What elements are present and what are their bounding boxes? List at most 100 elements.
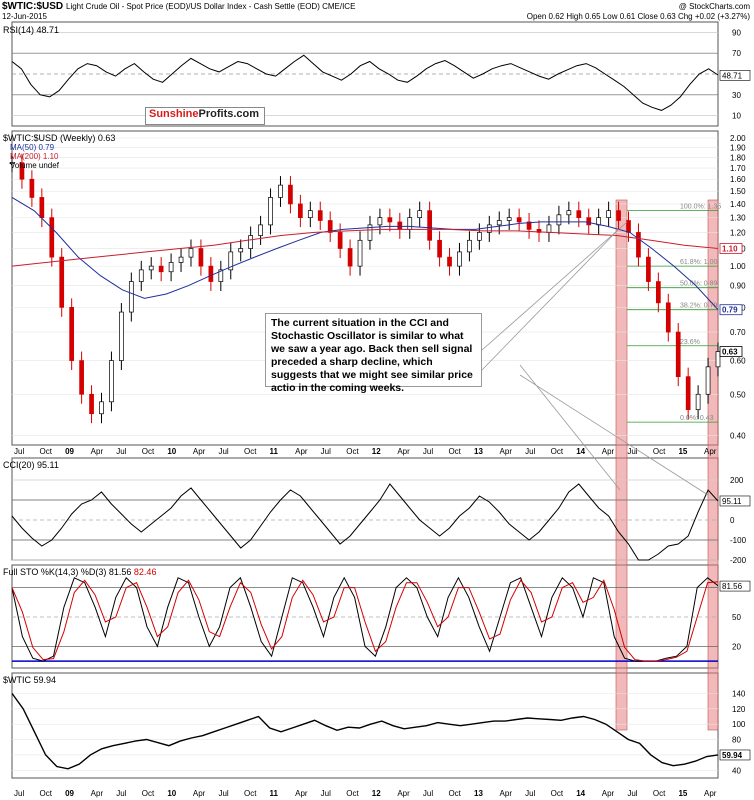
cci-last-value: 95.11 <box>722 497 742 506</box>
x-tick-label: Oct <box>448 447 461 456</box>
x-tick-label: Jul <box>423 447 433 456</box>
price-candle-body <box>307 210 313 218</box>
price-candle-body <box>357 239 363 267</box>
highlight-band <box>615 199 628 731</box>
fib-level-label: 38.2%: 0.79 <box>680 303 717 310</box>
x-tick-label: 10 <box>167 447 176 456</box>
cci-tick-label: -200 <box>730 556 747 565</box>
price-candle-body <box>158 265 164 273</box>
x-tick-label: Apr <box>704 447 717 456</box>
x-tick-label: Oct <box>40 447 53 456</box>
wtic-tick-label: 100 <box>732 720 746 729</box>
quote-line: Open 0.62 High 0.65 Low 0.61 Close 0.63 … <box>526 12 750 21</box>
wtic-tick-label: 80 <box>732 736 741 745</box>
rsi-tick-label: 10 <box>732 112 741 121</box>
x-tick-label-bottom: Jul <box>14 789 24 798</box>
sto-d-line <box>11 579 719 662</box>
cci-tick-label: 0 <box>730 516 735 525</box>
sto-k-value: 81.56 <box>108 567 132 577</box>
callout-pointer-upper <box>481 221 628 371</box>
annotation-callout: The current situation in the CCI and Sto… <box>265 313 482 394</box>
sto-d-value: 82.46 <box>133 567 157 577</box>
ma200-value-box <box>719 243 743 254</box>
x-tick-label-bottom: Jul <box>116 789 126 798</box>
price-candle-body <box>29 178 35 198</box>
price-candle-body <box>198 248 204 267</box>
x-tick-label-bottom: Oct <box>653 789 666 798</box>
x-tick-label: Apr <box>397 447 410 456</box>
x-tick-label-bottom: Oct <box>448 789 461 798</box>
ma50-label: MA(50) 0.79 <box>10 143 55 152</box>
price-candle-body <box>188 248 194 258</box>
x-tick-label: Apr <box>295 447 308 456</box>
price-candle-body <box>665 302 671 333</box>
x-tick-label: Oct <box>142 447 155 456</box>
sto-tick-label: 50 <box>732 613 741 622</box>
price-candle-body <box>327 220 333 233</box>
price-candle-body <box>477 232 482 241</box>
price-tick-label: 1.30 <box>730 214 746 223</box>
price-candle-body <box>457 251 462 267</box>
price-tick-label: 1.80 <box>730 153 746 162</box>
price-candle-body <box>69 307 75 361</box>
x-tick-label-bottom: Oct <box>142 789 155 798</box>
price-candle-body <box>49 217 55 258</box>
price-candle-body <box>168 262 174 273</box>
price-candle-body <box>9 162 15 165</box>
price-candle-body <box>486 224 492 233</box>
rsi-value-box <box>719 70 751 81</box>
rsi-tick-label: 90 <box>732 28 741 37</box>
sto-value-box <box>719 580 751 592</box>
price-candle-body <box>506 217 512 221</box>
cci-tick-label: 200 <box>730 476 744 485</box>
price-candle-body <box>99 401 104 415</box>
callout-pointer-lower <box>519 364 709 496</box>
price-candle-body <box>675 331 681 377</box>
x-tick-label: Oct <box>551 447 564 456</box>
price-candle-body <box>128 281 134 313</box>
x-tick-label-bottom: 09 <box>65 789 74 798</box>
price-value-box-text: 0.63 <box>722 348 738 357</box>
price-candle-body <box>258 224 263 236</box>
x-tick-label-bottom: Apr <box>704 789 717 798</box>
brand-logo: SunshineProfits.com <box>145 107 265 125</box>
x-tick-label: Jul <box>627 447 637 456</box>
rsi-tick-label: 30 <box>732 91 741 100</box>
chart-subtitle: Light Crude Oil - Spot Price (EOD)/US Do… <box>66 2 356 11</box>
rsi-line <box>11 54 719 111</box>
ma50-value-box-text: 0.79 <box>722 306 738 315</box>
x-tick-label: 12 <box>372 447 381 456</box>
price-tick-label: 1.60 <box>730 175 746 184</box>
panel-frame <box>11 457 719 561</box>
price-candle-body <box>377 217 383 226</box>
price-candle-body <box>516 217 522 223</box>
price-candle-body <box>526 221 532 230</box>
cci-line <box>11 483 719 561</box>
fib-level-label: 50.0%: 0.89 <box>680 281 717 288</box>
price-candle-body <box>148 265 154 271</box>
x-tick-label-bottom: 11 <box>270 789 279 798</box>
x-tick-label: Jul <box>14 447 24 456</box>
price-tick-label: 0.40 <box>730 432 746 441</box>
price-tick-label: 1.90 <box>730 143 746 152</box>
x-tick-label-bottom: Oct <box>244 789 257 798</box>
brand-part1: Sunshine <box>149 108 199 120</box>
x-tick-label: 15 <box>678 447 687 456</box>
price-candle-body <box>79 360 84 395</box>
x-tick-label-bottom: Apr <box>91 789 104 798</box>
price-candle-body <box>685 376 691 411</box>
price-candle-body <box>546 224 552 233</box>
x-tick-label: Oct <box>653 447 666 456</box>
watermark: @ StockCharts.com <box>678 2 750 11</box>
price-candle-body <box>228 251 234 271</box>
price-tick-label: 0.70 <box>730 328 746 337</box>
x-tick-label: 11 <box>270 447 279 456</box>
wtic-tick-label: 140 <box>732 689 746 698</box>
x-tick-label-bottom: Jul <box>321 789 331 798</box>
x-tick-label-bottom: 15 <box>678 789 687 798</box>
x-tick-label: 09 <box>65 447 74 456</box>
x-tick-label: Apr <box>500 447 513 456</box>
x-tick-label: Jul <box>321 447 331 456</box>
rsi-last-value: 48.71 <box>722 71 743 80</box>
